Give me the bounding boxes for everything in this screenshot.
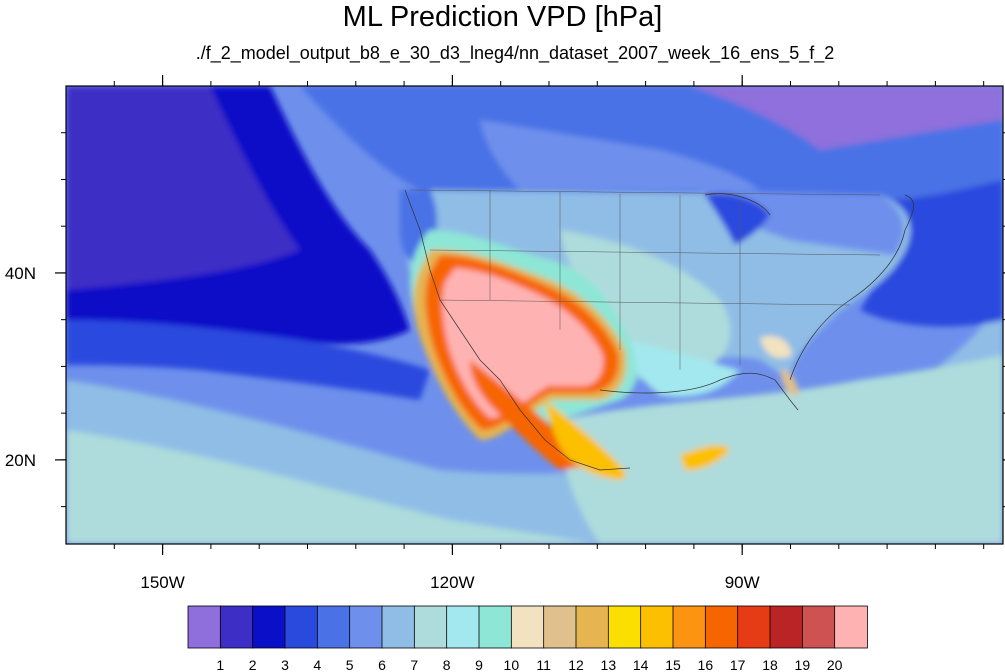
- colorbar-swatch: [252, 605, 286, 649]
- colorbar-label: 19: [795, 657, 811, 672]
- colorbar-swatch: [413, 605, 448, 649]
- map-subtitle: ./f_2_model_output_b8_e_30_d3_lneg4/nn_d…: [195, 43, 835, 63]
- colorbar-swatch: [801, 605, 836, 649]
- mexico-south-patch: [680, 445, 730, 471]
- colorbar-swatch: [284, 605, 319, 649]
- colorbar-label: 8: [443, 657, 451, 672]
- florida-warm-patch: [780, 369, 799, 396]
- x-tick-label: 90W: [725, 573, 760, 592]
- colorbar-swatch: [510, 605, 545, 649]
- colorbar-label: 11: [536, 657, 551, 672]
- colorbar-swatch: [575, 605, 610, 649]
- colorbar-swatch: [737, 605, 771, 649]
- colorbar-swatch: [219, 605, 254, 649]
- pacific-mid-band: [66, 320, 430, 400]
- colorbar-label: 5: [346, 657, 354, 672]
- colorbar-swatch: [478, 605, 513, 649]
- colorbar-swatch: [446, 605, 480, 649]
- colorbar-swatch: [316, 605, 351, 649]
- colorbar-label: 2: [249, 657, 257, 672]
- colorbar-swatch: [543, 605, 577, 649]
- plains-light: [560, 230, 731, 370]
- map-title: ML Prediction VPD [hPa]: [342, 1, 663, 33]
- colorbar-swatch: [704, 605, 739, 649]
- colorbar-label: 10: [504, 657, 520, 672]
- mexico-high-vpd: [545, 400, 626, 480]
- colorbar-label: 1: [216, 657, 224, 672]
- colorbar-swatch: [381, 605, 416, 649]
- colorbar-swatch: [349, 605, 383, 649]
- vpd-field: [66, 86, 1003, 544]
- north-pacific-deep-band: [66, 86, 300, 290]
- tropical-ocean-band: [66, 430, 600, 544]
- axis-ticks: 150W 120W 90W 40N 20N: [5, 75, 1005, 592]
- canada-lighter-patch: [480, 120, 760, 190]
- colorbar-swatch: [834, 605, 868, 649]
- colorbar-label: 16: [698, 657, 714, 672]
- colorbar-label: 12: [568, 657, 584, 672]
- x-tick-label: 120W: [430, 573, 474, 592]
- colorbar-swatch: [769, 605, 804, 649]
- plot-frame: [65, 85, 1004, 545]
- x-tick-label: 150W: [140, 573, 184, 592]
- colorbar-swatch: [607, 605, 642, 649]
- colorbar-swatch: [640, 605, 674, 649]
- colorbar-label: 13: [601, 657, 617, 672]
- southeast-warm-patch: [760, 335, 792, 359]
- color-bar: 1 2 3 4 5 6 7 8 9 10 11 12 13 14 15 16 17 18 19 20: [187, 605, 868, 672]
- colorbar-label: 14: [633, 657, 649, 672]
- great-lakes-moist: [705, 193, 770, 245]
- y-tick-label: 20N: [5, 451, 36, 470]
- colorbar-label: 7: [410, 657, 418, 672]
- colorbar-label: 20: [827, 657, 843, 672]
- coastline-outlines: [404, 189, 914, 471]
- colorbar-label: 18: [762, 657, 778, 672]
- colorbar-swatch: [187, 605, 222, 649]
- colorbar-label: 4: [313, 657, 321, 672]
- colorbar-label: 15: [665, 657, 681, 672]
- y-tick-label: 40N: [5, 264, 36, 283]
- hudson-bay-region: [690, 86, 1003, 150]
- colorbar-label: 17: [730, 657, 746, 672]
- colorbar-label: 6: [378, 657, 386, 672]
- caribbean-band: [560, 355, 1003, 544]
- colorbar-label: 3: [281, 657, 289, 672]
- colorbar-label: 9: [475, 657, 483, 672]
- state-boundaries: [409, 189, 881, 370]
- colorbar-swatch: [672, 605, 707, 649]
